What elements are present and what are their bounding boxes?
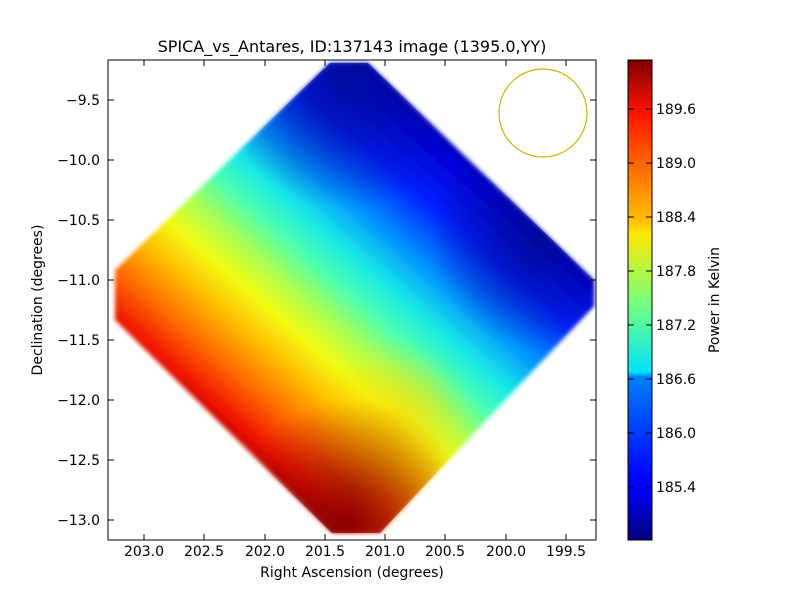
y-tick-label: −12.5 [57,453,100,469]
colorbar-tick: 185.4 [628,480,696,496]
x-tick: 200.5 [425,60,465,560]
y-tick: −12.0 [57,393,596,409]
x-tick: 200.0 [486,60,526,560]
x-tick: 199.5 [546,60,586,560]
x-tick-label: 203.0 [124,544,164,560]
colorbar-tick: 186.0 [628,426,696,442]
x-tick-label: 201.0 [365,544,405,560]
x-axis-label: Right Ascension (degrees) [260,565,444,581]
y-axis-label: Declination (degrees) [30,225,46,376]
colorbar-tick: 187.2 [628,318,696,334]
colorbar-tick-label: 188.4 [656,210,696,226]
colorbar: 185.4 186.0 186.6 187.2 187.8 188.4 189.… [627,59,723,541]
sky-field [115,63,594,533]
y-tick: −9.5 [66,93,596,109]
y-tick: −12.5 [57,453,596,469]
colorbar-tick-label: 189.6 [656,102,696,118]
x-tick-label: 200.0 [486,544,526,560]
y-tick: −13.0 [57,513,596,529]
y-tick-label: −12.0 [57,393,100,409]
y-tick-label: −10.0 [57,153,100,169]
y-tick-label: −11.5 [57,333,100,349]
chart-title: SPICA_vs_Antares, ID:137143 image (1395.… [158,37,547,57]
x-tick-label: 202.0 [245,544,285,560]
colorbar-tick-label: 189.0 [656,156,696,172]
colorbar-tick: 189.0 [628,156,696,172]
y-tick-label: −13.0 [57,513,100,529]
x-tick: 202.5 [184,60,224,560]
y-tick-label: −9.5 [66,93,100,109]
x-tick: 203.0 [124,60,164,560]
x-tick: 202.0 [245,60,285,560]
x-tick-label: 199.5 [546,544,586,560]
colorbar-gradient [627,59,653,541]
x-tick-label: 200.5 [425,544,465,560]
x-tick: 201.0 [365,60,405,560]
y-tick-label: −10.5 [57,213,100,229]
y-axis: −9.5 −10.0 −10.5 −11.0 −11.5 −12.0 −12.5 [57,93,596,529]
colorbar-tick: 188.4 [628,210,696,226]
colorbar-tick-label: 185.4 [656,480,696,496]
colorbar-tick-label: 187.8 [656,264,696,280]
y-tick: −11.5 [57,333,596,349]
colorbar-tick-label: 186.0 [656,426,696,442]
y-tick-label: −11.0 [57,273,100,289]
x-axis: 203.0 202.5 202.0 201.5 201.0 200.5 200.… [124,60,586,560]
y-tick: −10.5 [57,213,596,229]
y-tick: −10.0 [57,153,596,169]
plot-frame [107,59,597,541]
colorbar-tick-label: 186.6 [656,372,696,388]
colorbar-tick: 187.8 [628,264,696,280]
x-tick: 201.5 [305,60,345,560]
x-tick-label: 202.5 [184,544,224,560]
x-tick-label: 201.5 [305,544,345,560]
field-shading-bottom [115,63,594,533]
colorbar-tick: 189.6 [628,102,696,118]
colorbar-tick-label: 187.2 [656,318,696,334]
colorbar-label: Power in Kelvin [707,247,723,353]
beam-marker [498,68,588,158]
colorbar-tick: 186.6 [628,372,696,388]
y-tick: −11.0 [57,273,596,289]
